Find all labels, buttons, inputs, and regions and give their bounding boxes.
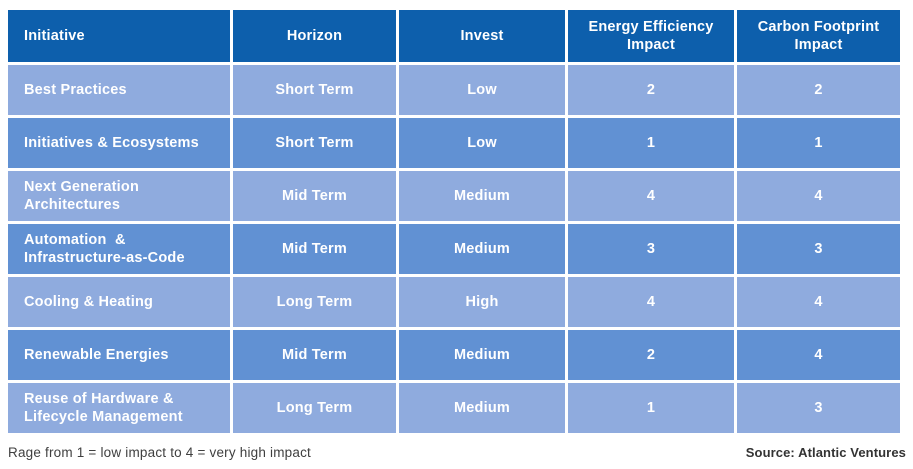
table-row: Cooling & Heating Long Term High 4 4 bbox=[8, 277, 900, 327]
cell-energy-impact: 1 bbox=[568, 383, 734, 433]
column-header-horizon: Horizon bbox=[233, 10, 396, 62]
cell-carbon-impact: 4 bbox=[737, 330, 900, 380]
cell-initiative: Best Practices bbox=[8, 65, 230, 115]
table-row: Initiatives & Ecosystems Short Term Low … bbox=[8, 118, 900, 168]
cell-invest: Low bbox=[399, 118, 565, 168]
cell-energy-impact: 2 bbox=[568, 330, 734, 380]
cell-initiative: Cooling & Heating bbox=[8, 277, 230, 327]
cell-invest: Medium bbox=[399, 171, 565, 221]
column-header-invest: Invest bbox=[399, 10, 565, 62]
cell-carbon-impact: 1 bbox=[737, 118, 900, 168]
cell-carbon-impact: 4 bbox=[737, 277, 900, 327]
table-row: Automation & Infrastructure-as-Code Mid … bbox=[8, 224, 900, 274]
column-header-initiative: Initiative bbox=[8, 10, 230, 62]
table-row: Next Generation Architectures Mid Term M… bbox=[8, 171, 900, 221]
sustainability-initiatives-figure: Initiative Horizon Invest Energy Efficie… bbox=[0, 7, 913, 469]
cell-initiative: Automation & Infrastructure-as-Code bbox=[8, 224, 230, 274]
header-row: Initiative Horizon Invest Energy Efficie… bbox=[8, 10, 900, 62]
cell-horizon: Mid Term bbox=[233, 171, 396, 221]
cell-invest: High bbox=[399, 277, 565, 327]
column-header-energy-efficiency-impact: Energy Efficiency Impact bbox=[568, 10, 734, 62]
figure-footer: Rage from 1 = low impact to 4 = very hig… bbox=[8, 445, 906, 460]
impact-table: Initiative Horizon Invest Energy Efficie… bbox=[5, 7, 903, 436]
cell-horizon: Short Term bbox=[233, 65, 396, 115]
cell-invest: Medium bbox=[399, 383, 565, 433]
cell-energy-impact: 4 bbox=[568, 171, 734, 221]
cell-energy-impact: 3 bbox=[568, 224, 734, 274]
cell-invest: Low bbox=[399, 65, 565, 115]
cell-carbon-impact: 3 bbox=[737, 224, 900, 274]
cell-initiative: Reuse of Hardware & Lifecycle Management bbox=[8, 383, 230, 433]
cell-energy-impact: 2 bbox=[568, 65, 734, 115]
table-row: Renewable Energies Mid Term Medium 2 4 bbox=[8, 330, 900, 380]
cell-carbon-impact: 4 bbox=[737, 171, 900, 221]
source-credit: Source: Atlantic Ventures bbox=[745, 445, 906, 460]
cell-invest: Medium bbox=[399, 224, 565, 274]
cell-energy-impact: 1 bbox=[568, 118, 734, 168]
cell-initiative: Next Generation Architectures bbox=[8, 171, 230, 221]
range-note: Rage from 1 = low impact to 4 = very hig… bbox=[8, 445, 311, 460]
cell-invest: Medium bbox=[399, 330, 565, 380]
cell-horizon: Short Term bbox=[233, 118, 396, 168]
cell-initiative: Renewable Energies bbox=[8, 330, 230, 380]
column-header-carbon-footprint-impact: Carbon Footprint Impact bbox=[737, 10, 900, 62]
cell-carbon-impact: 3 bbox=[737, 383, 900, 433]
cell-horizon: Mid Term bbox=[233, 330, 396, 380]
cell-horizon: Mid Term bbox=[233, 224, 396, 274]
cell-horizon: Long Term bbox=[233, 277, 396, 327]
table-row: Best Practices Short Term Low 2 2 bbox=[8, 65, 900, 115]
cell-horizon: Long Term bbox=[233, 383, 396, 433]
cell-energy-impact: 4 bbox=[568, 277, 734, 327]
cell-carbon-impact: 2 bbox=[737, 65, 900, 115]
table-row: Reuse of Hardware & Lifecycle Management… bbox=[8, 383, 900, 433]
cell-initiative: Initiatives & Ecosystems bbox=[8, 118, 230, 168]
